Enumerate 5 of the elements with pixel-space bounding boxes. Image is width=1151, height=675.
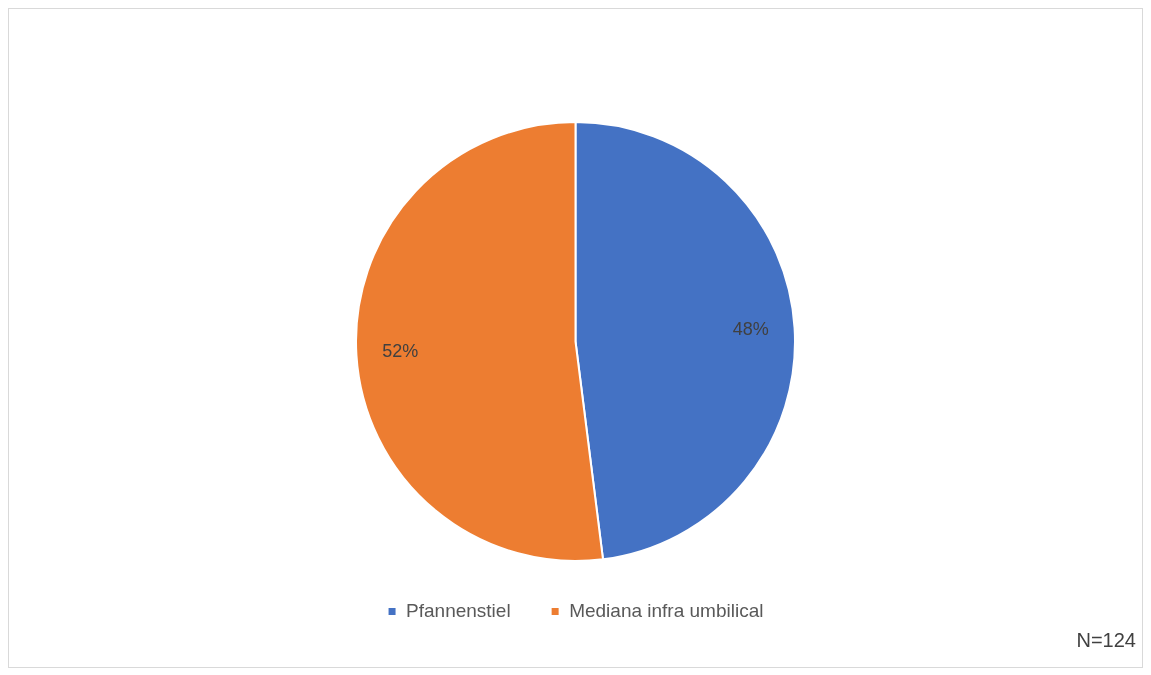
legend-label: Mediana infra umbilical: [569, 599, 764, 621]
data-label: 52%: [382, 341, 419, 362]
legend-label: Pfannenstiel: [406, 599, 511, 621]
data-label: 48%: [732, 319, 769, 340]
text: N=124: [1076, 629, 1136, 651]
